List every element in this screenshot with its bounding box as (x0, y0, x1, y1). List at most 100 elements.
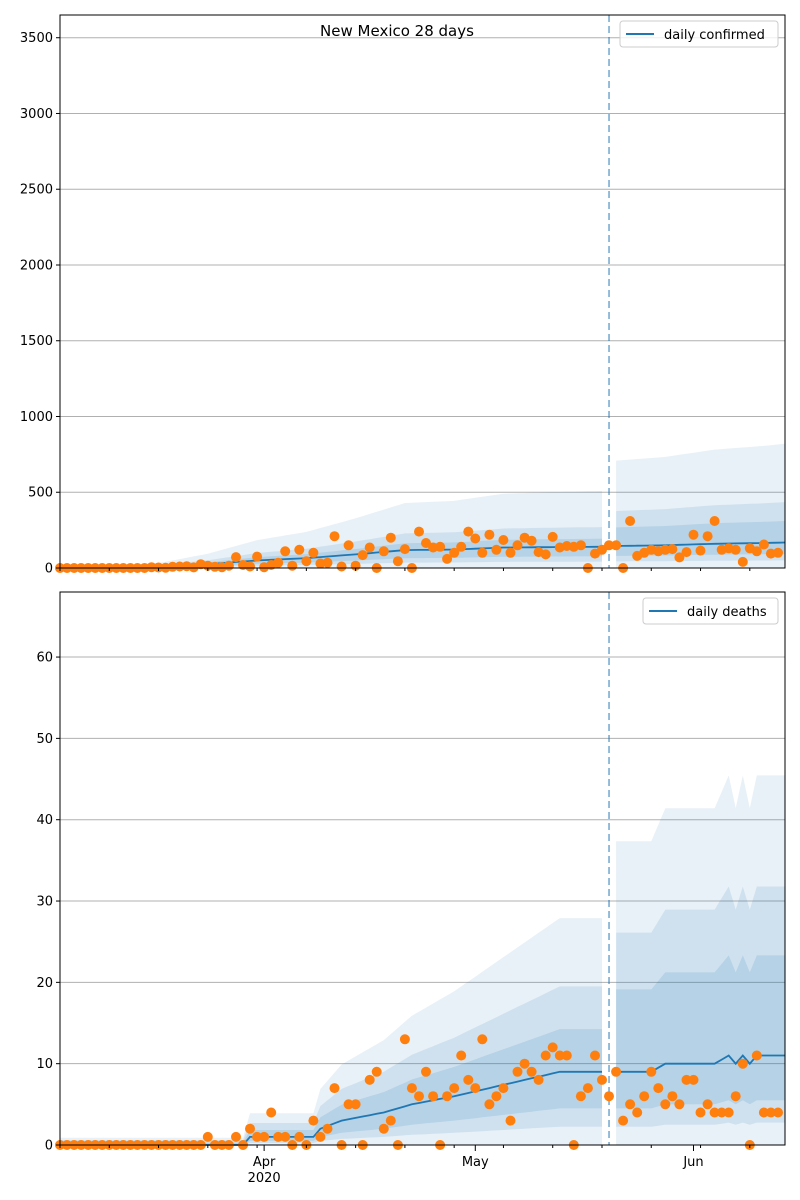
observed-point (667, 1091, 678, 1102)
observed-point (322, 1123, 333, 1134)
observed-point (378, 1123, 389, 1134)
observed-point (491, 544, 502, 555)
observed-point (611, 1066, 622, 1077)
observed-point (526, 1066, 537, 1077)
observed-point (604, 1091, 614, 1102)
observed-point (491, 1091, 502, 1102)
y-tick-label: 0 (45, 1139, 53, 1154)
confirmed-chart-panel: 0 500 1000 1500 2000 2500 3000 3500 New Mexico … (20, 14, 786, 577)
observed-point (329, 1083, 340, 1094)
observed-point (329, 531, 340, 542)
observed-point (737, 1058, 748, 1069)
observed-point (322, 557, 333, 568)
legend: daily confirmed (619, 20, 779, 48)
observed-point (625, 1099, 636, 1110)
plot-area-background (60, 15, 785, 568)
observed-point (266, 1107, 277, 1118)
y-tick-label: 40 (36, 813, 53, 828)
observed-point (758, 539, 769, 550)
observed-point (688, 529, 699, 540)
observed-point (385, 1115, 396, 1126)
observed-point (597, 1074, 607, 1085)
observed-point (294, 544, 305, 555)
observed-point (414, 1091, 424, 1102)
y-tick-label: 500 (28, 486, 53, 501)
observed-point (463, 1074, 474, 1085)
legend: daily deaths (642, 597, 779, 625)
observed-point (773, 1107, 783, 1118)
observed-point (392, 556, 403, 567)
observed-point (174, 561, 185, 572)
observed-point (695, 545, 706, 556)
y-axis-ticks: 0 500 1000 1500 2000 2500 3000 3500 (20, 31, 60, 577)
y-tick-label: 3000 (20, 107, 53, 122)
uncertainty-band (60, 1029, 602, 1145)
observed-point (618, 1115, 629, 1126)
observed-point (231, 1131, 241, 1142)
observed-point (646, 1066, 657, 1077)
observed-point (575, 540, 586, 551)
observed-point (505, 1115, 516, 1126)
observed-point (716, 1107, 727, 1118)
uncertainty-bands (60, 775, 785, 1145)
observed-point (456, 541, 467, 552)
observed-point (484, 529, 495, 540)
y-axis-ticks: 0 10 20 30 40 50 60 (36, 651, 60, 1154)
observed-point (674, 552, 685, 563)
observed-point (667, 544, 678, 555)
observed-point (421, 538, 431, 548)
observed-point (611, 540, 622, 551)
observed-point (512, 540, 523, 551)
observed-point (449, 1083, 460, 1094)
observed-points (55, 516, 783, 573)
observed-point (442, 1091, 453, 1102)
observed-point (364, 1074, 375, 1085)
observed-point (709, 1107, 720, 1118)
observed-point (526, 535, 537, 546)
y-tick-label: 0 (45, 562, 53, 577)
legend-label: daily deaths (687, 605, 767, 620)
observed-point (280, 1131, 291, 1142)
x-tick-label: May (462, 1155, 489, 1170)
observed-point (702, 1099, 713, 1110)
observed-point (308, 1115, 319, 1126)
observed-point (681, 1074, 692, 1085)
observed-point (547, 1042, 558, 1053)
observed-point (385, 532, 396, 543)
observed-point (519, 1058, 530, 1069)
observed-point (751, 546, 762, 557)
observed-point (364, 542, 375, 553)
observed-point (604, 540, 614, 551)
observed-point (378, 546, 389, 557)
observed-point (681, 547, 692, 558)
uncertainty-band (60, 918, 602, 1145)
observed-point (421, 1066, 431, 1077)
observed-point (653, 1083, 664, 1094)
observed-point (632, 1107, 643, 1118)
observed-point (477, 1034, 488, 1045)
observed-point (287, 560, 298, 571)
y-tick-label: 2500 (20, 183, 53, 198)
observed-point (146, 562, 157, 573)
legend-box (619, 20, 779, 48)
observed-point (660, 1099, 671, 1110)
x-tick-label: Apr (253, 1155, 276, 1170)
observed-point (773, 547, 783, 558)
observed-point (470, 533, 481, 544)
observed-point (273, 1131, 284, 1142)
observed-point (357, 550, 368, 561)
observed-point (315, 1131, 326, 1142)
observed-point (723, 1107, 734, 1118)
uncertainty-band (616, 955, 785, 1109)
uncertainty-band (60, 986, 602, 1145)
observed-point (730, 544, 741, 555)
y-tick-label: 20 (36, 976, 53, 991)
observed-point (406, 1083, 417, 1094)
observed-point (512, 1066, 523, 1077)
plot-area-background (60, 592, 785, 1145)
uncertainty-band (60, 527, 602, 568)
observed-point (582, 1083, 593, 1094)
observed-point (751, 1050, 762, 1061)
